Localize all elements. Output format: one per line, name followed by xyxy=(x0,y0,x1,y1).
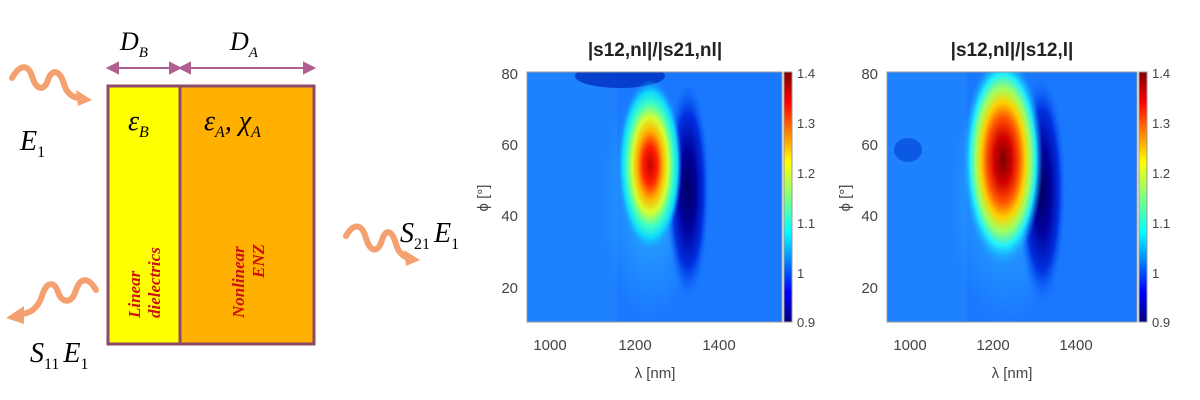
heatmap-1-cbar-tick: 1 xyxy=(797,266,804,281)
heatmap-1-colorbar xyxy=(784,72,792,322)
heatmap-1-plot-area xyxy=(527,72,782,322)
width-a-label: DA xyxy=(229,27,259,61)
svg-text:Nonlinear: Nonlinear xyxy=(229,246,248,319)
svg-text:Linear: Linear xyxy=(125,270,144,319)
epsilon-b-symbol: εB xyxy=(128,106,149,141)
heatmap-2-cbar-tick: 1.1 xyxy=(1152,216,1170,231)
slab-border xyxy=(106,84,316,346)
reflected-field-label: S11 E1 xyxy=(30,338,89,373)
linear-dielectrics-label: Linear dielectrics xyxy=(125,247,164,319)
heatmap-1-ytick: 80 xyxy=(501,66,518,83)
layer-schematic: DB DA εB εA, χA Linear dielectrics Nonli… xyxy=(6,27,459,373)
nonlinear-enz-layer xyxy=(180,86,314,344)
heatmap-2-xtick: 1400 xyxy=(1059,337,1092,354)
nonlinear-enz-label: Nonlinear ENZ xyxy=(229,244,268,319)
heatmap-1-ytick: 40 xyxy=(501,208,518,225)
incident-wave-icon xyxy=(9,64,92,106)
width-b-label: DB xyxy=(119,27,148,61)
heatmap-1-xlabel: λ [nm] xyxy=(635,365,676,382)
epsilon-chi-a-symbol: εA, χA xyxy=(204,106,261,141)
svg-text:ENZ: ENZ xyxy=(249,244,268,279)
heatmap-2-ytick: 80 xyxy=(861,66,878,83)
width-b-arrow xyxy=(105,61,183,75)
heatmap-1-peak xyxy=(618,80,682,250)
incident-field-label: E1 xyxy=(19,126,45,161)
heatmap-1-title: |s12,nl|/|s21,nl| xyxy=(588,40,722,61)
heatmap-1-cbar-tick: 0.9 xyxy=(797,315,815,330)
heatmap-1-ytick: 20 xyxy=(501,280,518,297)
heatmap-2-frame xyxy=(886,71,1138,323)
heatmap-2-xlabel: λ [nm] xyxy=(992,365,1033,382)
heatmap-2-cbar-tick: 1.3 xyxy=(1152,116,1170,131)
heatmap-2-cbar-tick: 1 xyxy=(1152,266,1159,281)
heatmap-2: |s12,nl|/|s12,l| 80 60 40 20 ϕ [°] 1000 … xyxy=(837,40,1170,382)
reflected-wave-icon xyxy=(6,277,99,324)
heatmap-1-ylabel: ϕ [°] xyxy=(475,185,492,212)
heatmap-2-peak xyxy=(963,72,1043,265)
heatmap-2-ytick: 40 xyxy=(861,208,878,225)
svg-text:dielectrics: dielectrics xyxy=(145,247,164,318)
heatmap-1-cbar-tick: 1.4 xyxy=(797,66,815,81)
heatmap-1-ytick: 60 xyxy=(501,137,518,154)
heatmap-1-cbar-tick: 1.3 xyxy=(797,116,815,131)
heatmap-2-xtick: 1000 xyxy=(893,337,926,354)
heatmap-2-colorbar xyxy=(1139,72,1147,322)
heatmap-1-xtick: 1400 xyxy=(702,337,735,354)
transmitted-wave-icon xyxy=(343,223,420,266)
linear-dielectric-layer xyxy=(108,86,180,344)
width-a-arrow xyxy=(177,61,317,75)
heatmap-1-cbar-tick: 1.1 xyxy=(797,216,815,231)
heatmap-2-title: |s12,nl|/|s12,l| xyxy=(951,40,1074,61)
heatmap-2-cbar-tick: 0.9 xyxy=(1152,315,1170,330)
heatmap-1-frame xyxy=(526,71,783,323)
heatmap-2-ylabel: ϕ [°] xyxy=(837,185,854,212)
heatmap-1-xtick: 1000 xyxy=(533,337,566,354)
heatmap-1-xtick: 1200 xyxy=(618,337,651,354)
transmitted-field-label: S21 E1 xyxy=(400,218,459,253)
heatmap-2-plot-area xyxy=(887,72,1137,322)
heatmap-1: |s12,nl|/|s21,nl| 80 60 40 20 ϕ [°] 1000… xyxy=(475,40,815,382)
heatmap-1-cbar-tick: 1.2 xyxy=(797,166,815,181)
heatmap-2-ytick: 60 xyxy=(861,137,878,154)
heatmap-2-cbar-tick: 1.2 xyxy=(1152,166,1170,181)
heatmap-2-ytick: 20 xyxy=(861,280,878,297)
heatmap-2-xtick: 1200 xyxy=(976,337,1009,354)
heatmap-2-cbar-tick: 1.4 xyxy=(1152,66,1170,81)
